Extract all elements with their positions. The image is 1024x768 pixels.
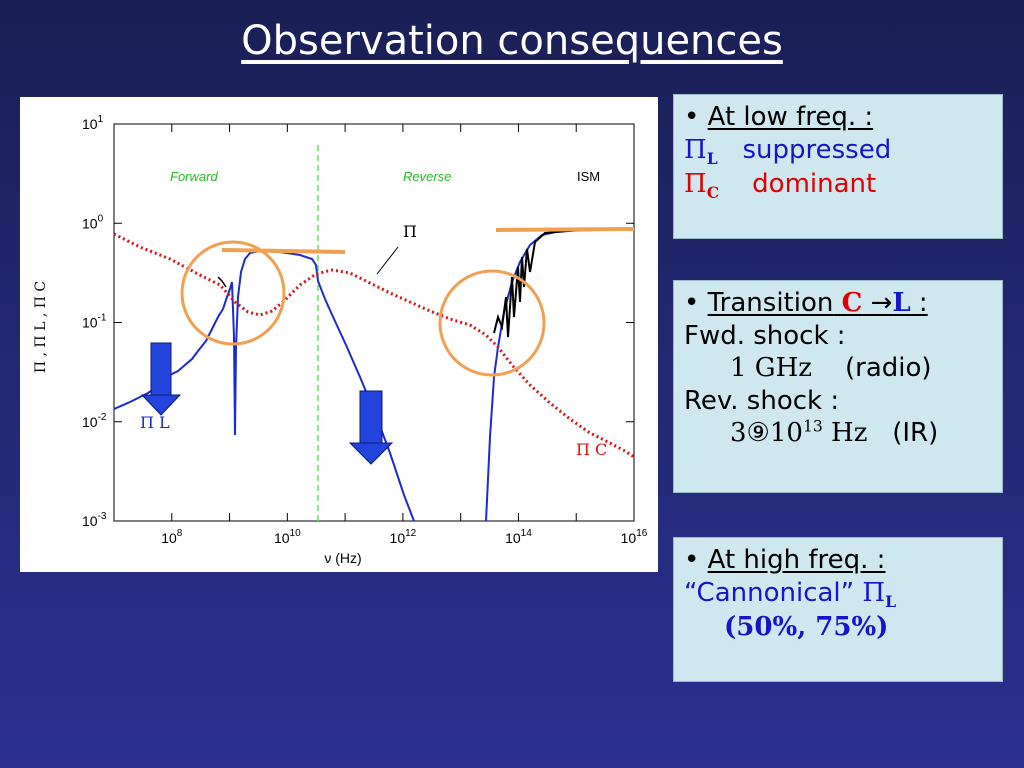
- arrow-right-icon: →: [870, 288, 893, 318]
- chart-svg: 108 1010 1012 1014 1016 101 100 10-1 10-2 10-3 F…: [33, 114, 648, 566]
- y-tick-labels: 101 100 10-1 10-2 10-3: [82, 114, 107, 529]
- region-label-reverse: Reverse: [403, 169, 451, 184]
- pi-annotation-pointer: [376, 246, 399, 275]
- transition-heading: Transition C →L :: [707, 288, 928, 318]
- pi-symbol: Π: [684, 169, 707, 200]
- x-tick-label: 1014: [505, 528, 532, 546]
- region-label-forward: Forward: [170, 169, 218, 184]
- x-tick-label: 1016: [621, 528, 648, 546]
- fwd-shock-value: 1 GHz (radio): [730, 353, 932, 383]
- x-tick-label: 1012: [390, 528, 417, 546]
- pi-symbol: Π: [684, 134, 707, 165]
- dominant-text: dominant: [752, 169, 877, 200]
- pi-subscript: C: [706, 183, 720, 203]
- y-tick-label: 10-3: [82, 511, 107, 529]
- down-arrow-icon: [348, 390, 394, 465]
- slide-title: Observation consequences: [241, 18, 783, 64]
- y-tick-label: 10-2: [82, 412, 107, 430]
- rev-shock-label: Rev. shock :: [684, 385, 840, 416]
- down-arrow-icon: [140, 342, 182, 416]
- transition-heading-line: • Transition C →L :: [684, 287, 992, 320]
- pi-c-label: Π C: [576, 440, 607, 459]
- high-freq-heading-line: • At high freq. :: [684, 544, 992, 577]
- bullet: •: [684, 545, 700, 575]
- cannonical-line: “Cannonical” ΠL: [684, 577, 897, 611]
- low-freq-heading: At low freq. :: [707, 102, 874, 132]
- high-frequency-box: • At high freq. : “Cannonical” ΠL (50%, …: [673, 537, 1003, 682]
- pi-l-label: Π L: [140, 413, 170, 432]
- x-tick-label: 108: [161, 528, 183, 546]
- x-tick-label: 1010: [274, 528, 301, 546]
- polarization-chart: 108 1010 1012 1014 1016 101 100 10-1 10-2 10-3 F…: [20, 97, 658, 572]
- y-tick-label: 101: [82, 114, 104, 132]
- rev-shock-value: 3⑨1013 Hz (IR): [730, 417, 939, 448]
- pi-curve-forward: [217, 276, 227, 288]
- x-axis-label: ν (Hz): [324, 550, 361, 566]
- low-frequency-box: • At low freq. : ΠL suppressed ΠC domina…: [673, 94, 1003, 239]
- highlight-circle-reverse: [438, 269, 546, 377]
- region-label-ism: ISM: [577, 169, 600, 184]
- pi-c-curve: [113, 232, 635, 459]
- y-tick-label: 10-1: [82, 313, 107, 331]
- axis-ticks: [113, 123, 635, 522]
- fwd-shock-label: Fwd. shock :: [684, 320, 846, 351]
- transition-box: • Transition C →L : Fwd. shock : 1 GHz (…: [673, 280, 1003, 493]
- pi-l-suppressed-line: ΠL suppressed: [684, 134, 992, 169]
- bullet: •: [684, 288, 700, 318]
- x-tick-labels: 108 1010 1012 1014 1016: [161, 528, 648, 546]
- percent-range: (50%, 75%): [724, 612, 889, 643]
- bullet: •: [684, 102, 700, 132]
- pi-c-dominant-line: ΠC dominant: [684, 168, 992, 203]
- suppressed-text: suppressed: [742, 134, 892, 165]
- highlight-bar-ism: [495, 227, 635, 232]
- y-axis-label: Π , Π L , Π C: [33, 281, 49, 373]
- pi-annotation: Π: [403, 222, 417, 241]
- y-tick-label: 100: [82, 213, 104, 231]
- pi-subscript: L: [706, 148, 718, 168]
- highlight-circle-forward: [180, 240, 286, 346]
- highlight-bar-forward: [221, 248, 346, 254]
- high-freq-heading: At high freq. :: [707, 545, 886, 575]
- pi-l-curve: [113, 249, 415, 522]
- pi-curve-ism: [493, 228, 635, 338]
- low-freq-heading-line: • At low freq. :: [684, 101, 992, 134]
